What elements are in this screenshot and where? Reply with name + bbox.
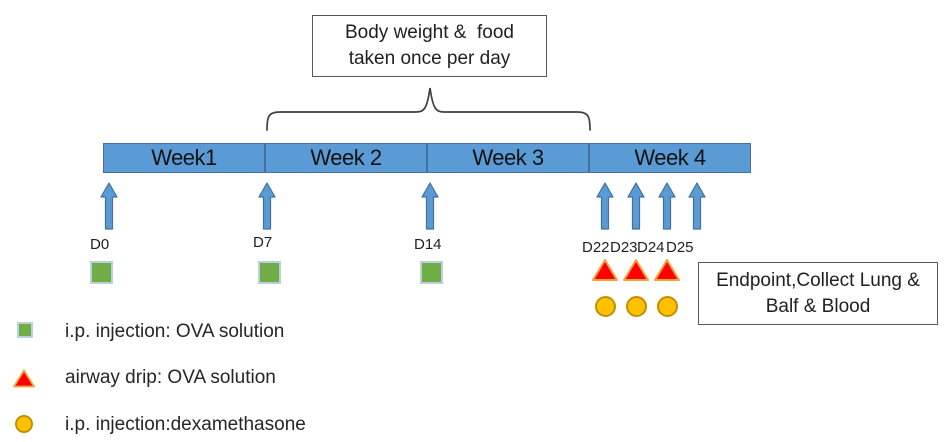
red-triangle-icon-d22 bbox=[592, 259, 618, 281]
legend-green-square-icon bbox=[17, 322, 33, 338]
day-label-d0: D0 bbox=[90, 236, 110, 253]
up-arrow-icon-d14 bbox=[421, 182, 439, 230]
curly-brace-icon bbox=[266, 87, 591, 131]
week-divider bbox=[264, 143, 266, 173]
week-2-label: Week 2 bbox=[310, 145, 382, 170]
week-3-label: Week 3 bbox=[472, 145, 544, 170]
yellow-circle-icon-d23 bbox=[626, 296, 647, 317]
week-divider bbox=[588, 143, 590, 173]
day-label-d24: D24 bbox=[637, 239, 665, 256]
up-arrow-icon-d0 bbox=[100, 182, 118, 230]
green-square-icon-d0 bbox=[90, 261, 113, 284]
up-arrow-icon-d22 bbox=[596, 182, 614, 230]
day-label-d23: D23 bbox=[610, 239, 638, 256]
note-line-1: Body weight & food bbox=[345, 22, 514, 44]
endpoint-line-2: Balf & Blood bbox=[765, 295, 871, 317]
day-label-d7: D7 bbox=[253, 234, 273, 251]
up-arrow-icon-d24 bbox=[658, 182, 676, 230]
red-triangle-icon-d24 bbox=[654, 259, 680, 281]
up-arrow-icon-d25 bbox=[688, 182, 706, 230]
legend-red-triangle-icon bbox=[13, 369, 35, 388]
green-square-icon-d7 bbox=[258, 261, 281, 284]
endpoint-line-1: Endpoint,Collect Lung & bbox=[716, 269, 920, 291]
legend-label-dexamethasone: i.p. injection:dexamethasone bbox=[65, 414, 306, 435]
week-divider bbox=[426, 143, 428, 173]
red-triangle-icon-d23 bbox=[623, 259, 649, 281]
day-label-d14: D14 bbox=[414, 236, 442, 253]
yellow-circle-icon-d22 bbox=[595, 296, 616, 317]
note-line-2: taken once per day bbox=[348, 48, 511, 69]
day-label-d25: D25 bbox=[666, 239, 694, 256]
legend-yellow-circle-icon bbox=[15, 415, 33, 433]
up-arrow-icon-d7 bbox=[258, 182, 276, 230]
yellow-circle-icon-d24 bbox=[657, 296, 678, 317]
legend-label-ova-injection: i.p. injection: OVA solution bbox=[65, 321, 285, 342]
legend-label-airway-drip: airway drip: OVA solution bbox=[65, 367, 276, 388]
day-label-d22: D22 bbox=[582, 239, 610, 256]
up-arrow-icon-d23 bbox=[627, 182, 645, 230]
week-4-label: Week 4 bbox=[634, 145, 706, 170]
week-1-label: Week1 bbox=[151, 145, 217, 170]
endpoint-box: Endpoint,Collect Lung & Balf & Blood bbox=[698, 262, 938, 325]
green-square-icon-d14 bbox=[420, 261, 443, 284]
body-weight-note-box: Body weight & food taken once per day bbox=[312, 15, 547, 77]
